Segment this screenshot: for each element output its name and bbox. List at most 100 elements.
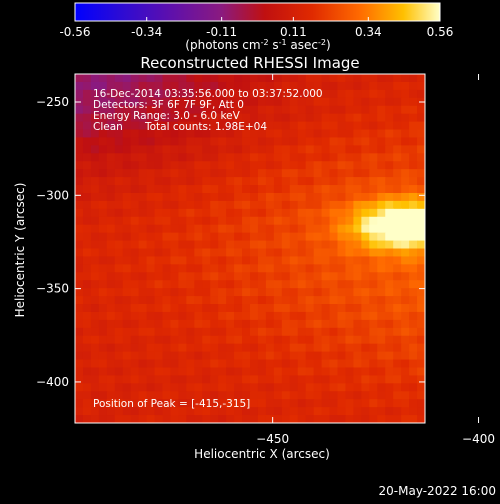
heatmap-cell	[377, 264, 386, 273]
heatmap-cell	[178, 311, 187, 321]
heatmap-cell	[353, 113, 362, 123]
heatmap-cell	[409, 296, 418, 305]
heatmap-cell	[289, 89, 299, 99]
heatmap-cell	[234, 248, 243, 258]
heatmap-cell	[273, 89, 283, 99]
heatmap-cell	[369, 113, 378, 123]
heatmap-cell	[154, 240, 164, 250]
heatmap-cell	[265, 169, 275, 178]
heatmap-cell	[273, 367, 283, 377]
heatmap-cell	[146, 74, 156, 83]
heatmap-cell	[353, 145, 362, 154]
heatmap-cell	[202, 113, 211, 123]
heatmap-cell	[202, 145, 211, 154]
heatmap-cell	[369, 327, 378, 337]
heatmap-cell	[186, 192, 195, 202]
heatmap-cell	[250, 137, 259, 146]
heatmap-cell	[393, 177, 402, 186]
heatmap-cell	[369, 383, 378, 392]
heatmap-cell	[226, 105, 235, 115]
heatmap-cell	[170, 272, 179, 281]
heatmap-cell	[146, 407, 156, 416]
heatmap-cell	[393, 153, 402, 162]
heatmap-cell	[297, 129, 307, 139]
heatmap-cell	[106, 375, 116, 384]
heatmap-cell	[130, 304, 140, 313]
heatmap-cell	[226, 216, 235, 226]
heatmap-cell	[297, 89, 307, 99]
heatmap-cell	[329, 327, 339, 337]
heatmap-cell	[369, 185, 378, 194]
heatmap-cell	[130, 89, 140, 99]
heatmap-cell	[289, 200, 299, 210]
heatmap-cell	[250, 311, 259, 321]
heatmap-cell	[162, 288, 172, 297]
heatmap-cell	[122, 161, 132, 170]
heatmap-cell	[194, 415, 203, 423]
heatmap-cell	[202, 89, 211, 99]
heatmap-cell	[377, 137, 386, 146]
heatmap-cell	[257, 311, 267, 321]
heatmap-cell	[138, 327, 148, 337]
heatmap-cell	[106, 200, 116, 210]
heatmap-cell	[114, 391, 124, 400]
heatmap-cell	[234, 304, 243, 313]
heatmap-cell	[265, 304, 275, 313]
heatmap-cell	[385, 200, 394, 210]
heatmap-cell	[385, 208, 394, 218]
heatmap-cell	[122, 232, 132, 242]
heatmap-cell	[75, 256, 84, 265]
heatmap-cell	[361, 264, 370, 273]
heatmap-cell	[417, 375, 425, 384]
heatmap-cell	[186, 359, 195, 369]
heatmap-cell	[186, 272, 195, 281]
heatmap-cell	[202, 367, 211, 377]
heatmap-cell	[337, 264, 347, 273]
heatmap-cell	[329, 105, 339, 115]
heatmap-cell	[90, 248, 100, 258]
plot-frame	[74, 73, 426, 424]
heatmap-cell	[289, 113, 299, 123]
heatmap-cell	[313, 415, 323, 423]
heatmap-cell	[114, 399, 124, 408]
heatmap-cell	[242, 391, 251, 400]
heatmap-cell	[265, 296, 275, 305]
heatmap-cell	[186, 351, 195, 361]
heatmap-cell	[250, 335, 259, 345]
heatmap-cell	[329, 121, 339, 131]
heatmap-cell	[321, 391, 331, 400]
heatmap-cell	[154, 367, 164, 377]
heatmap-cell	[122, 137, 132, 146]
heatmap-cell	[146, 351, 156, 361]
heatmap-cell	[409, 161, 418, 170]
heatmap-cell	[345, 367, 354, 377]
heatmap-cell	[393, 192, 402, 202]
heatmap-cell	[385, 383, 394, 392]
heatmap-cell	[257, 161, 267, 170]
heatmap-cell	[138, 375, 148, 384]
heatmap-cell	[417, 288, 425, 297]
heatmap-cell	[401, 121, 410, 131]
heatmap-cell	[345, 89, 354, 99]
heatmap-cell	[345, 311, 354, 321]
heatmap-cell	[170, 415, 179, 423]
heatmap-cell	[202, 272, 211, 281]
heatmap-cell	[297, 97, 307, 107]
heatmap-cell	[82, 343, 92, 353]
heatmap-cell	[186, 415, 195, 423]
heatmap-cell	[106, 185, 116, 194]
heatmap-cell	[242, 367, 251, 377]
heatmap-cell	[281, 169, 291, 178]
heatmap-cell	[377, 105, 386, 115]
heatmap-cell	[82, 145, 92, 154]
heatmap-cell	[170, 343, 179, 353]
heatmap-cell	[202, 224, 211, 234]
heatmap-cell	[146, 256, 156, 265]
heatmap-cell	[234, 367, 243, 377]
heatmap-cell	[297, 375, 307, 384]
heatmap-cell	[305, 177, 315, 186]
heatmap-cell	[178, 121, 187, 131]
heatmap-cell	[393, 89, 402, 99]
heatmap-cell	[178, 256, 187, 265]
heatmap-cell	[281, 232, 291, 242]
